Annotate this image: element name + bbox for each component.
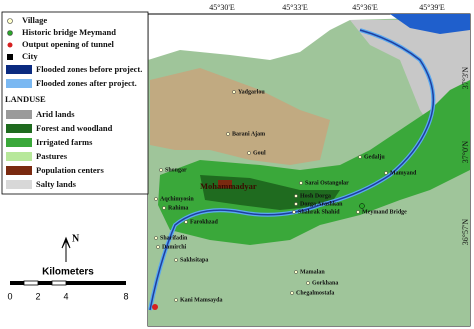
village-marker: [306, 281, 310, 285]
place-label: Mamyand: [390, 170, 417, 176]
village-marker: [226, 132, 230, 136]
village-marker: [154, 197, 158, 201]
village-marker: [159, 168, 163, 172]
place-label: Damirchi: [162, 244, 187, 250]
village-marker: [162, 206, 166, 210]
village-marker: [156, 245, 160, 249]
village-marker: [174, 298, 178, 302]
legend-label: City: [22, 51, 38, 61]
scale-label: 4: [63, 291, 68, 301]
place-label: Shongar: [165, 167, 187, 173]
village-marker: [299, 181, 303, 185]
place-label: Meymand Bridge: [362, 209, 407, 215]
scale-label: 0: [7, 291, 12, 301]
place-label: Yadgarlou: [238, 89, 265, 95]
scale-bar: Kilometers 0 2 4 8: [7, 267, 128, 302]
legend-heading: LANDUSE: [5, 94, 46, 104]
village-marker: [247, 151, 251, 155]
village-marker: [294, 202, 298, 206]
longitude-label: 45°30'E: [209, 3, 235, 12]
place-label: Shahrak Shahid: [298, 209, 340, 215]
city-label: Mohammadyar: [200, 181, 257, 191]
scale-title: Kilometers: [42, 267, 94, 278]
village-marker: [290, 291, 294, 295]
north-label: N: [72, 233, 80, 244]
place-label: Farokhzad: [190, 219, 219, 225]
village-marker: [154, 236, 158, 240]
place-label: Barani Ajam: [232, 131, 265, 137]
legend-label: Pastures: [36, 151, 68, 161]
place-label: Chegalmostafa: [296, 290, 334, 296]
place-label: Gorkhana: [312, 280, 338, 286]
place-label: Dorga Arashkan: [300, 201, 343, 207]
legend-label: Forest and woodland: [36, 123, 113, 133]
legend-label: Population centers: [36, 165, 104, 175]
north-arrow: N: [61, 233, 80, 262]
legend-label: Salty lands: [36, 179, 77, 189]
place-label: Mamalan: [300, 269, 325, 275]
village-marker: [294, 194, 298, 198]
latitude-label: 37°0'N: [461, 141, 470, 164]
legend-label: Flooded zones before project.: [36, 64, 142, 74]
legend-label: Output opening of tunnel: [22, 39, 115, 49]
village-marker: [232, 90, 236, 94]
place-label: Hosh Dorga: [300, 193, 331, 199]
longitude-label: 45°36'E: [352, 3, 378, 12]
place-label: Aqchimyosin: [160, 196, 194, 202]
legend: Village Historic bridge Meymand Output o…: [1, 11, 149, 195]
scale-label: 2: [35, 291, 40, 301]
place-label: Gedalju: [364, 154, 385, 160]
legend-label: Irrigated farms: [36, 137, 93, 147]
longitude-label: 45°33'E: [282, 3, 308, 12]
latitude-label: 37°3'N: [461, 67, 470, 90]
village-marker: [294, 270, 298, 274]
scale-label: 8: [123, 291, 128, 301]
village-marker: [184, 220, 188, 224]
legend-label: Historic bridge Meymand: [22, 27, 116, 37]
place-label: Sakhsitapa: [180, 257, 208, 263]
place-label: Kani Mamsayda: [180, 297, 223, 303]
village-marker: [384, 171, 388, 175]
place-label: Rahima: [168, 205, 188, 211]
village-marker: [174, 258, 178, 262]
legend-label: Village: [22, 15, 47, 25]
legend-label: Arid lands: [36, 109, 75, 119]
longitude-label: 45°39'E: [419, 3, 445, 12]
place-label: Sarai Ostangolar: [305, 180, 349, 186]
place-labels: Yadgarlou Barani Ajam Goul Shongar Mohammady…: [154, 89, 417, 303]
village-marker: [292, 210, 296, 214]
village-marker: [356, 210, 360, 214]
place-label: Goul: [253, 150, 266, 156]
latitude-label: 36°57'N: [461, 219, 470, 246]
village-marker: [358, 155, 362, 159]
legend-label: Flooded zones after project.: [36, 78, 137, 88]
place-label: Sharifadin: [160, 235, 188, 241]
map-area: [147, 13, 471, 327]
